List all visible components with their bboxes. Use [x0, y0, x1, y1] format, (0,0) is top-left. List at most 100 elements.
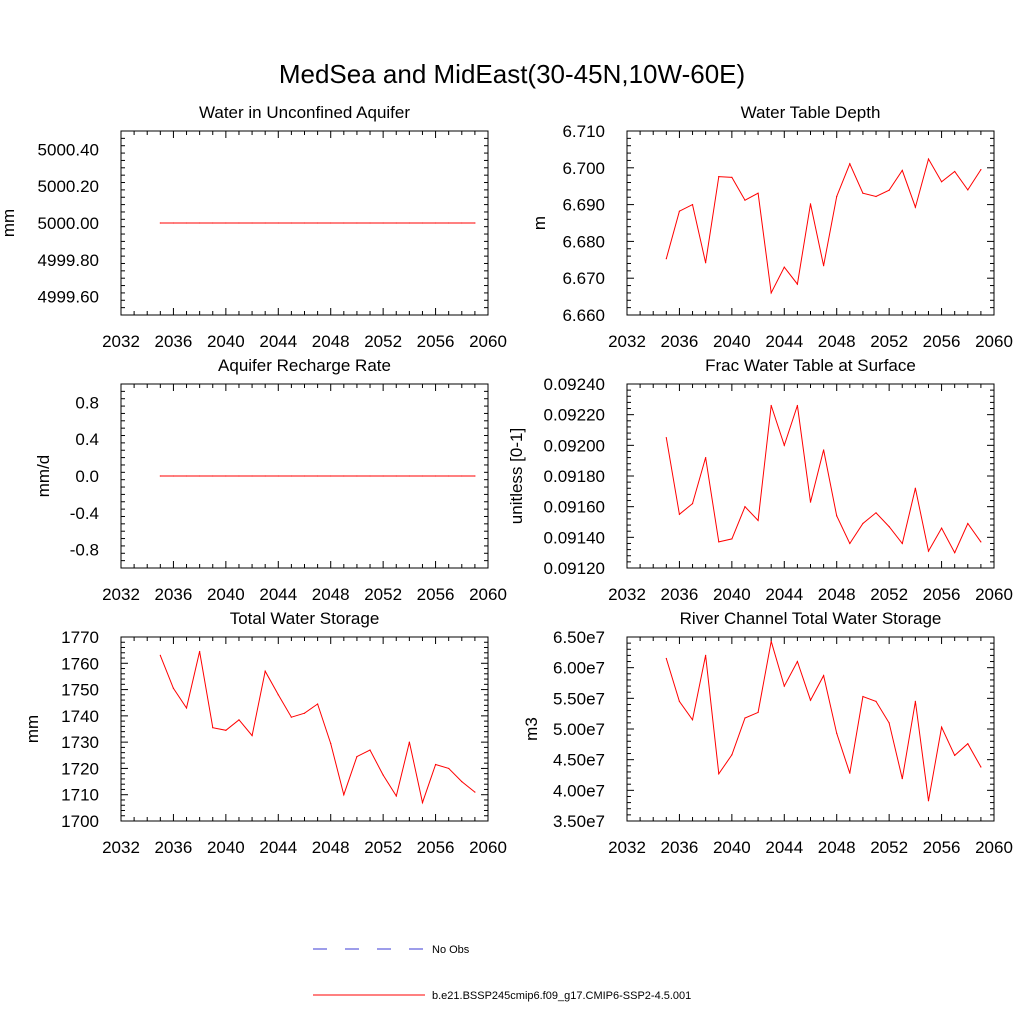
data-point	[434, 222, 437, 224]
x-tick-label: 2040	[207, 332, 245, 351]
data-point	[914, 487, 916, 489]
x-tick-label: 2036	[661, 332, 699, 351]
data-point	[678, 700, 681, 703]
y-axis-label: mm	[0, 209, 18, 237]
x-tick-label: 2060	[469, 332, 507, 351]
data-point	[809, 501, 812, 503]
data-point	[691, 719, 694, 721]
data-point	[744, 199, 746, 201]
panel-title: Water in Unconfined Aquifer	[199, 103, 410, 122]
y-tick-label: 0.09180	[544, 467, 605, 486]
x-tick-label: 2048	[818, 332, 856, 351]
y-tick-label: -0.4	[70, 504, 99, 523]
data-point	[474, 475, 476, 477]
data-point	[940, 726, 943, 728]
legend: No Obs b.e21.BSSP245cmip6.f09_g17.CMIP6-…	[313, 944, 691, 1002]
data-point	[691, 204, 694, 206]
data-point	[303, 222, 306, 224]
data-point	[356, 756, 358, 758]
data-point	[967, 522, 969, 525]
plot-frame	[626, 636, 995, 822]
data-point	[744, 506, 746, 508]
x-tick-label: 2052	[364, 332, 402, 351]
panel-title: Aquifer Recharge Rate	[218, 356, 391, 375]
data-point	[382, 475, 384, 477]
x-tick-label: 2032	[102, 585, 140, 604]
data-point	[862, 522, 864, 525]
data-point	[678, 210, 681, 212]
x-tick-label: 2052	[364, 838, 402, 857]
data-point	[901, 169, 903, 171]
data-point	[395, 222, 397, 224]
y-axis-label: mm/d	[34, 455, 53, 498]
data-point	[474, 222, 476, 224]
data-point	[421, 475, 424, 477]
y-tick-label: 4.00e7	[553, 781, 605, 800]
data-point	[408, 222, 410, 224]
x-tick-label: 2048	[818, 838, 856, 857]
data-point	[705, 262, 707, 264]
y-tick-label: 0.09220	[544, 406, 605, 425]
x-tick-label: 2048	[312, 838, 350, 857]
data-point	[757, 519, 759, 522]
data-point	[330, 475, 332, 477]
data-point	[888, 189, 890, 191]
data-point	[901, 778, 903, 780]
y-tick-label: 0.0	[75, 467, 99, 486]
x-tick-label: 2056	[923, 332, 961, 351]
x-tick-label: 2044	[259, 332, 297, 351]
data-point	[225, 475, 227, 477]
data-point	[718, 541, 720, 543]
y-tick-label: 0.09200	[544, 436, 605, 455]
y-tick-label: 1700	[61, 812, 99, 831]
y-tick-label: 1710	[61, 786, 99, 805]
y-tick-label: 0.09240	[544, 375, 605, 394]
data-point	[199, 222, 201, 224]
data-point	[330, 222, 332, 224]
data-point	[343, 222, 345, 224]
data-point	[665, 258, 667, 260]
data-point	[954, 170, 956, 173]
data-point	[212, 222, 214, 224]
data-point	[408, 741, 410, 743]
data-point	[225, 222, 227, 224]
panel-title: Water Table Depth	[741, 103, 881, 122]
data-point	[159, 475, 161, 477]
data-point	[277, 694, 279, 696]
data-point	[185, 222, 188, 224]
x-tick-label: 2032	[102, 332, 140, 351]
y-axis-label: mm	[23, 715, 42, 743]
x-tick-label: 2056	[417, 332, 455, 351]
data-point	[369, 222, 371, 224]
data-point	[238, 222, 240, 224]
data-point	[875, 195, 877, 198]
data-point	[718, 176, 720, 178]
data-point	[303, 475, 306, 477]
data-point	[770, 404, 772, 407]
data-point	[980, 766, 982, 768]
data-point	[967, 743, 969, 745]
y-tick-label: 1720	[61, 759, 99, 778]
y-tick-label: 5000.40	[38, 140, 99, 159]
y-tick-label: 6.00e7	[553, 659, 605, 678]
data-point	[914, 206, 916, 208]
panel-wtd: Water Table Depth m 2032 2036 2040 2044 2048 20…	[530, 103, 1013, 351]
data-point	[238, 475, 240, 477]
data-point	[448, 222, 450, 224]
data-point	[461, 475, 463, 477]
y-axis-label: m	[530, 216, 549, 230]
y-tick-label: 1750	[61, 681, 99, 700]
data-point	[317, 475, 319, 477]
data-point	[809, 203, 812, 205]
x-tick-label: 2040	[713, 332, 751, 351]
panel-recharge: Aquifer Recharge Rate mm/d 2032 2036 2040 204…	[34, 356, 507, 604]
panel-frac: Frac Water Table at Surface unitless [0-1…	[507, 356, 1013, 604]
y-axis-label: m3	[522, 717, 541, 741]
data-point	[927, 158, 930, 160]
data-point	[303, 712, 306, 714]
data-point	[461, 780, 463, 783]
data-point	[940, 527, 943, 529]
panel-tws: Total Water Storage mm 2032 2036 2040 2044 204…	[23, 609, 507, 857]
data-point	[408, 475, 410, 477]
